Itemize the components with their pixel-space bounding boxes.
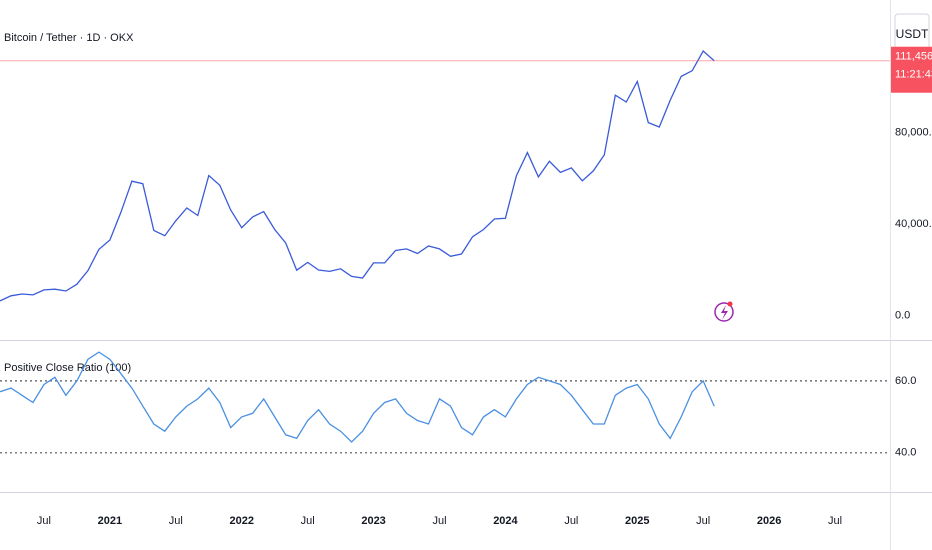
chart-title: Bitcoin / Tether · 1D · OKX — [4, 32, 134, 44]
x-tick-label: Jul — [301, 515, 315, 527]
x-tick-label: 2024 — [493, 515, 518, 527]
x-tick-label: 2023 — [361, 515, 385, 527]
logo-dot[interactable] — [727, 301, 733, 307]
x-tick-label: Jul — [432, 515, 446, 527]
y-tick-label: 0.0 — [895, 310, 910, 322]
logo-ring[interactable] — [714, 302, 734, 322]
y-tick-label: 40,000.0 — [895, 218, 932, 230]
series-line — [0, 351, 715, 443]
x-tick-label: Jul — [696, 515, 710, 527]
x-tick-label: Jul — [564, 515, 578, 527]
x-tick-label: 2025 — [625, 515, 649, 527]
y-tick-label: 60.0 — [895, 375, 916, 387]
y-tick-label: 80,000.0 — [895, 127, 932, 139]
x-tick-label: 2022 — [229, 515, 253, 527]
logo-icon[interactable] — [714, 301, 734, 322]
y-tick-label: 40.0 — [895, 447, 916, 459]
last-price-label: 111,456.5 — [895, 51, 932, 63]
series-line — [0, 49, 715, 302]
countdown: 11:21:43 — [895, 69, 932, 81]
indicator-title: Positive Close Ratio (100) — [4, 362, 131, 374]
currency[interactable]: USDT — [896, 27, 929, 41]
x-tick-label: Jul — [37, 515, 51, 527]
x-tick-label: Jul — [828, 515, 842, 527]
x-tick-label: Jul — [169, 515, 183, 527]
logo-bolt[interactable] — [721, 305, 728, 320]
last-price-box — [891, 46, 932, 93]
x-tick-label: 2021 — [98, 515, 122, 527]
x-tick-label: 2026 — [757, 515, 781, 527]
